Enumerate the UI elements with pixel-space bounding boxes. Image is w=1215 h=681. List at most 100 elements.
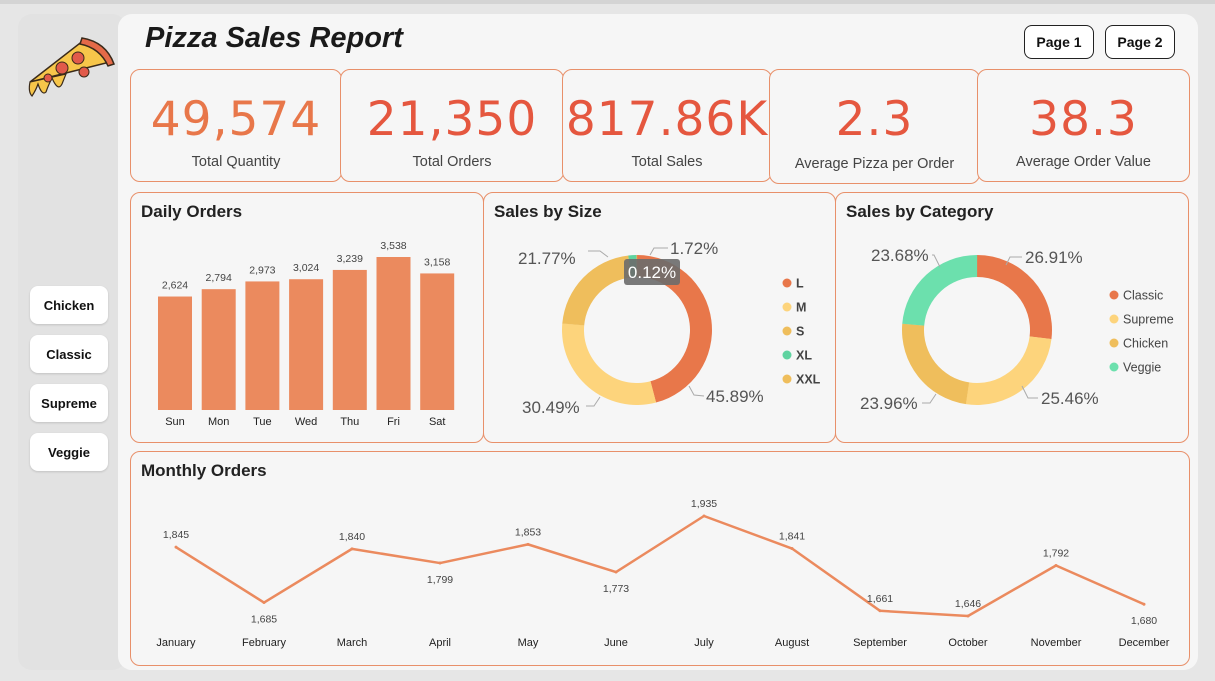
bar-sat[interactable] xyxy=(420,273,455,410)
bar-fri[interactable] xyxy=(376,257,411,410)
kpi-value: 817.86K xyxy=(565,92,769,147)
filter-veggie-button[interactable]: Veggie xyxy=(30,433,108,471)
kpi-card-avg-pizza-per-order: 2.3 Average Pizza per Order xyxy=(769,69,980,184)
slice-supreme[interactable] xyxy=(965,336,1052,405)
bar-mon[interactable] xyxy=(201,289,236,410)
legend-label[interactable]: Veggie xyxy=(1123,361,1161,375)
x-tick-label: June xyxy=(604,637,628,649)
bar-data-label: 3,538 xyxy=(380,240,406,252)
x-tick-label: Fri xyxy=(387,416,400,428)
legend-label[interactable]: Classic xyxy=(1123,289,1163,303)
sales-by-size-title: Sales by Size xyxy=(494,202,602,221)
slice-s[interactable] xyxy=(562,255,631,326)
kpi-value: 38.3 xyxy=(1029,92,1138,147)
x-tick-label: April xyxy=(429,637,451,649)
kpi-label: Average Order Value xyxy=(1016,154,1151,170)
line-point[interactable] xyxy=(1054,563,1058,567)
line-point[interactable] xyxy=(438,561,442,565)
sales-by-category-panel: Sales by Category 26.91% 25.46% 23.96% 23.6… xyxy=(835,192,1189,443)
bar-data-label: 3,239 xyxy=(337,253,363,265)
filter-chicken-button[interactable]: Chicken xyxy=(30,286,108,324)
kpi-card-total-quantity: 49,574 Total Quantity xyxy=(130,69,342,182)
x-tick-label: Tue xyxy=(253,416,272,428)
slice-chicken[interactable] xyxy=(902,323,970,405)
slice-data-label: 45.89% xyxy=(706,387,764,406)
legend-label[interactable]: XL xyxy=(796,349,812,363)
legend-label[interactable]: Chicken xyxy=(1123,337,1168,351)
slice-m[interactable] xyxy=(562,323,657,405)
monthly-orders-panel: Monthly Orders 1,845 January 1,685 February… xyxy=(130,451,1190,666)
line-point[interactable] xyxy=(174,545,178,549)
kpi-card-total-orders: 21,350 Total Orders xyxy=(340,69,564,182)
daily-orders-chart: 2,624 Sun 2,794 Mon 2,973 Tue 3,024 Wed 3,239 Thu… xyxy=(158,240,455,428)
legend-swatch xyxy=(782,302,792,312)
kpi-label: Average Pizza per Order xyxy=(794,156,955,172)
slice-veggie[interactable] xyxy=(902,254,978,326)
filter-classic-button[interactable]: Classic xyxy=(30,335,108,373)
bar-data-label: 2,973 xyxy=(249,264,275,276)
line-point[interactable] xyxy=(1142,602,1146,606)
point-data-label: 1,845 xyxy=(163,529,189,541)
kpi-card-avg-order-value: 38.3 Average Order Value xyxy=(977,69,1190,182)
line-point[interactable] xyxy=(350,547,354,551)
point-data-label: 1,680 xyxy=(1131,615,1157,627)
line-point[interactable] xyxy=(790,547,794,551)
line-point[interactable] xyxy=(878,609,882,613)
daily-orders-title: Daily Orders xyxy=(141,202,243,221)
x-tick-label: February xyxy=(242,637,287,649)
leader-line xyxy=(1005,256,1022,266)
page-1-button[interactable]: Page 1 xyxy=(1024,25,1094,59)
x-tick-label: September xyxy=(853,637,907,649)
slice-classic[interactable] xyxy=(977,255,1052,340)
slice-data-label: 21.77% xyxy=(518,249,576,268)
kpi-label: Total Quantity xyxy=(191,154,281,170)
line-point[interactable] xyxy=(702,514,706,518)
tooltip-text: 0.12% xyxy=(628,263,676,282)
legend-label[interactable]: L xyxy=(796,277,804,291)
x-tick-label: Mon xyxy=(208,416,229,428)
page-title: Pizza Sales Report xyxy=(145,22,403,54)
bar-data-label: 2,624 xyxy=(162,280,188,292)
sales-by-category-chart: 26.91% 25.46% 23.96% 23.68% Classic Supreme Ch… xyxy=(860,246,1174,413)
bar-tue[interactable] xyxy=(245,281,280,410)
monthly-orders-chart: 1,845 January 1,685 February 1,840 March 1,799… xyxy=(156,498,1169,649)
point-data-label: 1,685 xyxy=(251,614,277,626)
kpi-value: 49,574 xyxy=(150,92,322,147)
line-point[interactable] xyxy=(262,601,266,605)
legend-swatch xyxy=(782,374,792,384)
point-data-label: 1,935 xyxy=(691,498,717,510)
line-point[interactable] xyxy=(614,570,618,574)
line-point[interactable] xyxy=(966,614,970,618)
slice-l[interactable] xyxy=(637,255,712,403)
x-tick-label: January xyxy=(156,637,196,649)
point-data-label: 1,661 xyxy=(867,593,893,605)
sales-by-category-title: Sales by Category xyxy=(846,202,994,221)
legend-label[interactable]: M xyxy=(796,301,806,315)
filter-supreme-button[interactable]: Supreme xyxy=(30,384,108,422)
slice-data-label: 25.46% xyxy=(1041,389,1099,408)
bar-wed[interactable] xyxy=(289,279,324,410)
point-data-label: 1,853 xyxy=(515,526,541,538)
legend-label[interactable]: Supreme xyxy=(1123,313,1174,327)
slice-data-label: 26.91% xyxy=(1025,248,1083,267)
legend-label[interactable]: XXL xyxy=(796,373,821,387)
x-tick-label: Thu xyxy=(340,416,359,428)
legend-swatch xyxy=(782,326,792,336)
legend-swatch xyxy=(1109,290,1119,300)
bar-data-label: 3,158 xyxy=(424,256,450,268)
kpi-label: Total Sales xyxy=(631,154,703,170)
bar-sun[interactable] xyxy=(158,296,192,410)
daily-orders-panel: Daily Orders 2,624 Sun 2,794 Mon 2,973 Tue 3,0… xyxy=(130,192,484,443)
x-tick-label: November xyxy=(1031,637,1082,649)
line-point[interactable] xyxy=(526,542,530,546)
kpi-value: 2.3 xyxy=(835,92,914,147)
leader-line xyxy=(649,247,668,256)
bar-thu[interactable] xyxy=(332,269,367,410)
monthly-orders-line[interactable] xyxy=(175,514,1145,618)
page-2-button[interactable]: Page 2 xyxy=(1105,25,1175,59)
legend-swatch xyxy=(1109,338,1119,348)
leader-line xyxy=(688,385,705,397)
x-tick-label: May xyxy=(518,637,539,649)
legend-label[interactable]: S xyxy=(796,325,804,339)
x-tick-label: March xyxy=(337,637,368,649)
